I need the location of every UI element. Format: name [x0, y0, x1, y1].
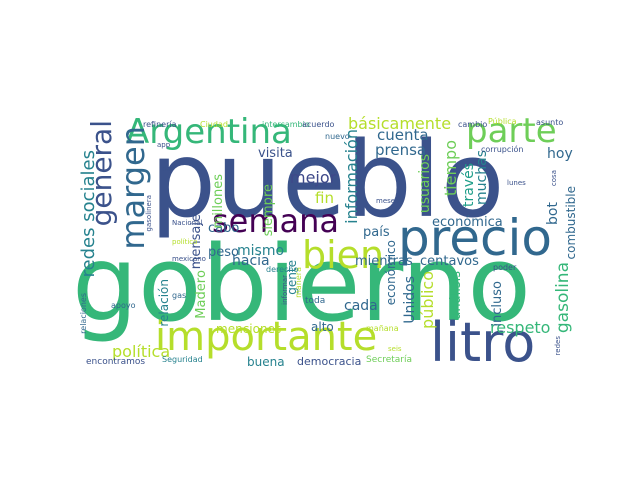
word-gasolinera: gasolinera: [145, 195, 153, 232]
word-muchas: muchas: [474, 150, 490, 205]
word-corrupción: corrupción: [481, 145, 524, 154]
word-cabo: cabo: [208, 221, 240, 236]
word-cambio: cambio: [458, 120, 488, 129]
word-nacional: Nacional: [172, 219, 203, 227]
word-bien: bien: [302, 233, 385, 277]
word-gobierno: gobierno: [72, 223, 532, 345]
word-relación: relación: [157, 279, 171, 327]
word-toda: toda: [305, 296, 326, 306]
word-gas: gas: [172, 291, 187, 300]
word-democracia: democracia: [297, 355, 362, 368]
word-tiempo: tiempo: [441, 140, 460, 197]
word-semana: semana: [212, 202, 340, 240]
word-meses: meses: [376, 197, 399, 205]
word-derecho: derecho: [266, 265, 299, 274]
word-precio: precio: [398, 209, 552, 267]
word-hoy: hoy: [547, 146, 573, 162]
word-respeto: respeto: [490, 318, 551, 337]
word-político: político: [172, 238, 198, 246]
word-apoyo: apoyo: [111, 301, 136, 310]
word-millones: millones: [211, 174, 226, 229]
word-peso: peso: [208, 245, 239, 260]
word-informar: informar: [281, 275, 289, 305]
word-mismo: mismo: [237, 243, 285, 259]
word-análisis: análisis: [449, 271, 464, 320]
word-mejor: mejor: [290, 168, 337, 187]
word-lunes: lunes: [507, 179, 526, 187]
word-relaciones: relaciones: [79, 293, 88, 334]
word-fin: fin: [315, 189, 334, 207]
word-país: país: [363, 225, 390, 240]
word-importante: importante: [155, 314, 378, 360]
word-público: público: [418, 271, 437, 329]
word-económica: económica: [432, 215, 503, 230]
word-secretaría: Secretaría: [366, 355, 412, 365]
word-seis: seis: [388, 345, 402, 353]
word-gasolina: gasolina: [553, 262, 573, 334]
word-nuevo: nuevo: [325, 132, 350, 141]
word-básicamente: básicamente: [348, 114, 452, 133]
word-redes: redes: [554, 336, 562, 356]
word-pueblo: pueblo: [150, 119, 505, 241]
word-intercambio: intercambio: [262, 120, 310, 129]
word-bot: bot: [545, 202, 561, 225]
word-combustible: combustible: [564, 186, 578, 260]
word-hacia: hacia: [232, 253, 270, 269]
word-incluso: incluso: [490, 281, 505, 327]
word-mañana: mañana: [366, 324, 399, 333]
word-buena: buena: [247, 355, 285, 369]
word-cosa: cosa: [550, 170, 558, 187]
word-litro: litro: [430, 311, 536, 374]
word-siempre: siempre: [261, 184, 276, 237]
word-cada: cada: [344, 298, 378, 314]
word-prensa: prensa: [375, 141, 427, 159]
word-dar: dar: [162, 165, 174, 173]
word-mexicano: mexicano: [172, 255, 206, 263]
word-argentina: Argentina: [126, 112, 292, 152]
word-mader-: Maderо: [194, 270, 209, 319]
word-asunto: asunto: [536, 118, 564, 127]
word-unidos: Unidos: [402, 276, 418, 324]
word-centavos: centavos: [420, 254, 479, 269]
word-política: política: [112, 342, 171, 361]
word-app: app: [157, 141, 171, 149]
word-usuarios: usuarios: [417, 154, 433, 214]
word-pública: Pública: [488, 117, 517, 126]
word-redes-sociales: redes sociales: [78, 150, 99, 278]
word-visita: visita: [258, 146, 293, 161]
word-alto: alto: [311, 320, 334, 334]
word-menciones: menciones: [216, 322, 282, 336]
word-encontramos: encontramos: [86, 357, 146, 367]
word-parte: parte: [466, 111, 557, 151]
word-información: información: [342, 129, 361, 224]
word-acuerdo: acuerdo: [302, 120, 335, 129]
word-cuenta: cuenta: [377, 126, 429, 144]
word-poder: poder: [493, 263, 517, 272]
word-mientras: mientras: [355, 254, 413, 269]
word-seguridad: Seguridad: [162, 355, 203, 364]
word-ciudad: Ciudad: [200, 120, 228, 129]
word-económico: económico: [384, 240, 398, 306]
word-refinería: refinería: [143, 120, 177, 129]
